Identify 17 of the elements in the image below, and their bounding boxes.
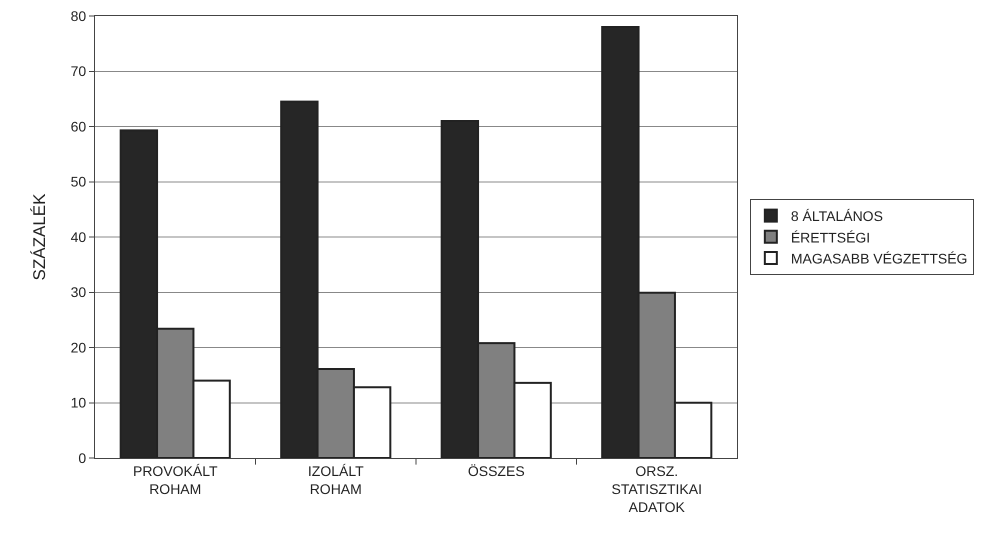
x-tick-label: IZOLÁLT ROHAM	[308, 462, 364, 497]
y-tick-label: 30	[70, 284, 86, 300]
y-tick-label: 80	[70, 8, 86, 24]
y-tick-label: 10	[70, 394, 86, 411]
legend-label: 8 ÁLTALÁNOS	[790, 208, 883, 224]
y-tick-label: 60	[70, 118, 86, 134]
legend-label: ÉRETTSÉGI	[790, 229, 870, 246]
y-tick-label: 50	[70, 174, 86, 190]
y-axis-title: SZÁZALÉK	[30, 192, 50, 280]
legend-label: MAGASABB VÉGZETTSÉG	[790, 250, 968, 266]
y-tick-label: 0	[78, 450, 86, 466]
x-tick-label: ORSZ. STATISZTIKAI ADATOK	[612, 462, 702, 516]
x-tick-label: ÖSSZES	[468, 462, 525, 479]
x-tick-label: PROVOKÁLT ROHAM	[132, 462, 218, 497]
y-tick-label: 20	[70, 339, 86, 356]
y-tick-label: 40	[70, 228, 86, 245]
y-tick-label: 70	[70, 63, 86, 80]
